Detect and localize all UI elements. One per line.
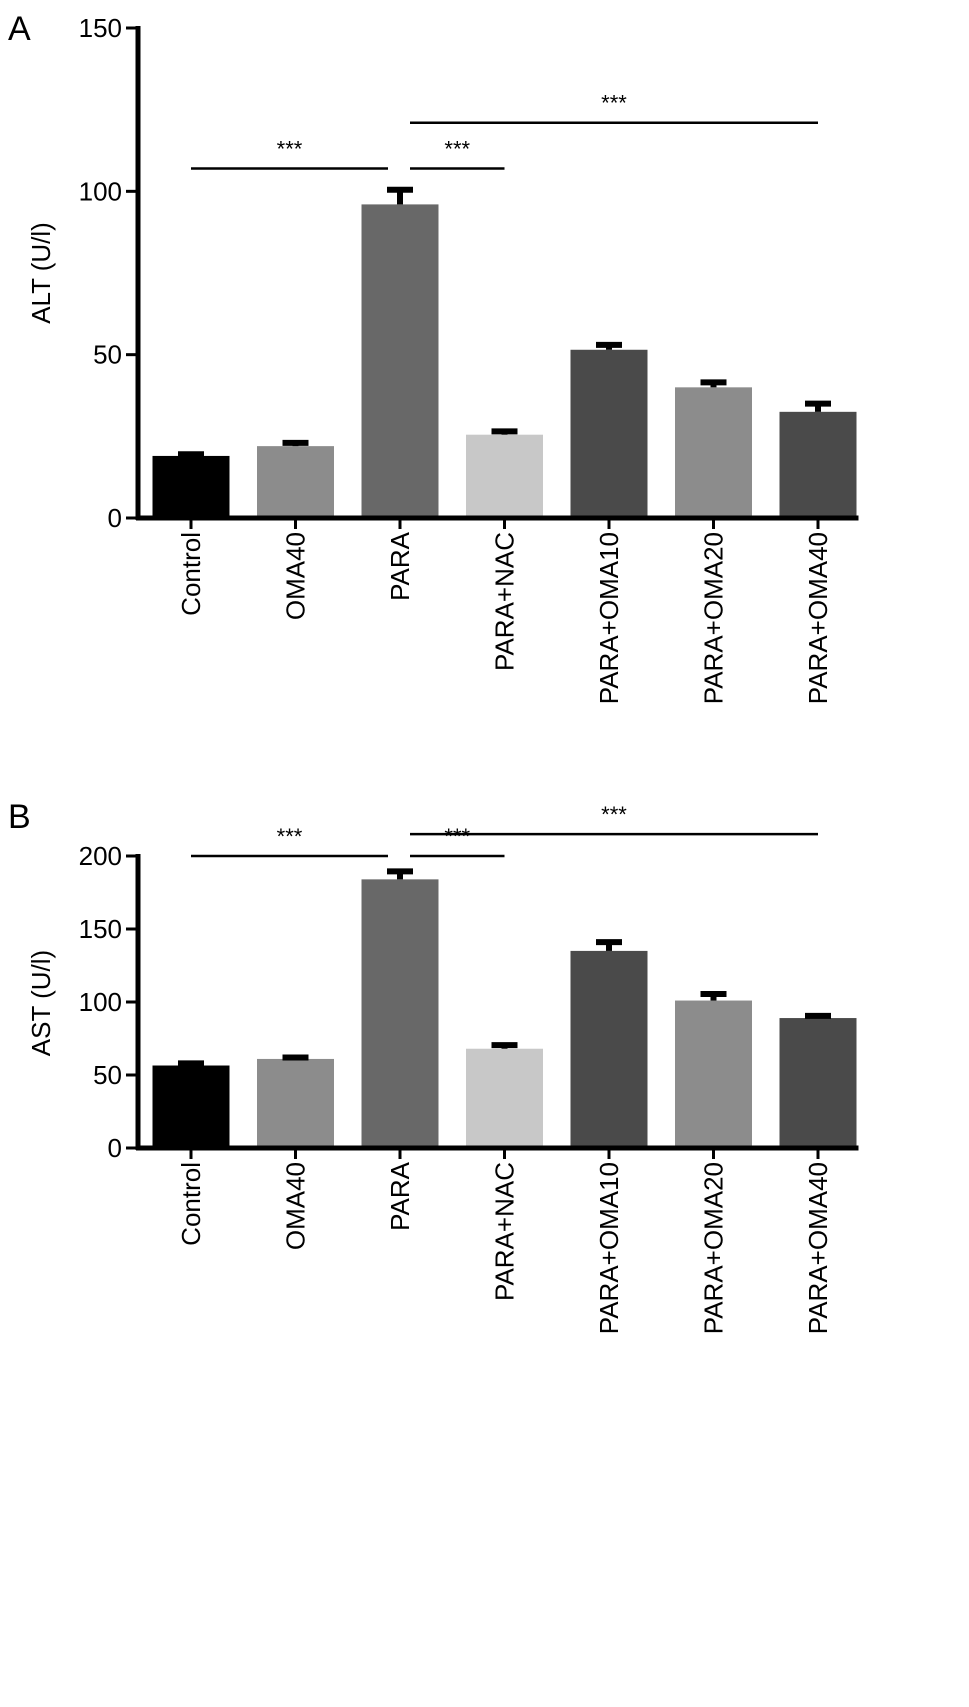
panel-b-significance-label: ***: [444, 824, 470, 849]
panel-b-error-bar-4: [491, 1042, 518, 1049]
panel-a-error-bar-5: [596, 341, 622, 350]
panel-b-category-label: PARA+NAC: [490, 1162, 520, 1301]
panel-a-y-axis-title: ALT (U/l): [26, 222, 56, 324]
panel-b-error-bar-5: [596, 939, 622, 951]
panel-a-error-bar-3: [387, 186, 413, 205]
panel-a-error-bar-2: [282, 439, 309, 447]
panel-a-y-tick-label: 0: [108, 503, 122, 533]
panel-b-y-tick-label: 150: [79, 914, 122, 944]
panel-b-error-bar-6: [700, 990, 727, 1001]
panel-a-category-label: PARA+OMA10: [594, 532, 624, 704]
panel-a-bar-5: [570, 349, 648, 518]
panel-b-y-axis-title: AST (U/l): [26, 950, 56, 1056]
panel-b-letter: B: [8, 798, 31, 836]
panel-a-error-bar-6: [700, 379, 727, 388]
panel-b-y-tick-label: 50: [93, 1060, 122, 1090]
panel-a-significance-label: ***: [277, 136, 303, 161]
panel-b-category-label: PARA+OMA40: [803, 1162, 833, 1334]
panel-b-significance-label: ***: [277, 824, 303, 849]
panel-a-significance-2: ***: [410, 136, 505, 170]
panel-a-bar-6: [675, 387, 752, 518]
panel-b-bar-3: [361, 879, 439, 1148]
panel-a: A ALT (U/l) 0 50 100 150 Control OMA40 PARA PAR…: [8, 10, 859, 704]
panel-b-bar-5: [570, 950, 648, 1148]
panel-a-bar-7: [779, 411, 857, 518]
panel-a-bar-4: [466, 434, 543, 518]
panel-b-bar-6: [675, 1000, 752, 1148]
panel-a-error-bar-4: [491, 428, 518, 435]
panel-a-category-label: PARA+OMA40: [803, 532, 833, 704]
panel-b-category-label: PARA: [385, 1161, 415, 1231]
panel-a-significance-1: ***: [191, 136, 388, 170]
panel-b-significance-1: ***: [191, 824, 388, 858]
panel-a-significance-label: ***: [601, 91, 627, 116]
panel-b: B AST (U/l) 0 50 100 150 200 Control OMA40 PARA…: [8, 798, 859, 1334]
panel-b-error-bar-1: [178, 1060, 204, 1067]
panel-b-bar-1: [152, 1065, 230, 1148]
panel-b-bar-2: [257, 1058, 334, 1148]
panel-a-bar-2: [257, 446, 334, 518]
panel-a-category-label: PARA+OMA20: [699, 532, 729, 704]
panel-a-category-label: PARA+NAC: [490, 532, 520, 671]
panel-b-error-bar-7: [805, 1012, 831, 1019]
panel-b-y-tick-label: 100: [79, 987, 122, 1017]
panel-b-significance-label: ***: [601, 802, 627, 827]
panel-b-error-bar-2: [282, 1054, 309, 1061]
panel-b-y-tick-label: 200: [79, 841, 122, 871]
panel-a-significance-label: ***: [444, 136, 470, 161]
panel-b-y-tick-label: 0: [108, 1133, 122, 1163]
panel-a-error-bar-1: [178, 451, 204, 458]
panel-a-category-label: Control: [176, 532, 206, 616]
panel-b-category-label: Control: [176, 1162, 206, 1246]
panel-a-category-label: OMA40: [281, 532, 311, 620]
panel-b-category-label: OMA40: [281, 1162, 311, 1250]
panel-a-y-tick-label: 150: [79, 13, 122, 43]
panel-a-significance-3: ***: [410, 91, 818, 124]
panel-a-y-tick-label: 100: [79, 176, 122, 206]
panel-b-category-label: PARA+OMA10: [594, 1162, 624, 1334]
panel-a-bar-3: [361, 204, 439, 518]
panel-b-significance-2: ***: [410, 824, 505, 858]
panel-b-error-bar-3: [387, 868, 413, 880]
panel-b-bar-4: [466, 1048, 543, 1148]
panel-b-bar-7: [779, 1018, 857, 1148]
panel-b-significance-3: ***: [410, 802, 818, 836]
panel-a-category-label: PARA: [385, 531, 415, 601]
panel-a-y-tick-label: 50: [93, 340, 122, 370]
panel-a-error-bar-7: [805, 400, 831, 412]
panel-a-bar-1: [152, 455, 230, 518]
panel-a-letter: A: [8, 10, 31, 48]
panel-b-category-label: PARA+OMA20: [699, 1162, 729, 1334]
